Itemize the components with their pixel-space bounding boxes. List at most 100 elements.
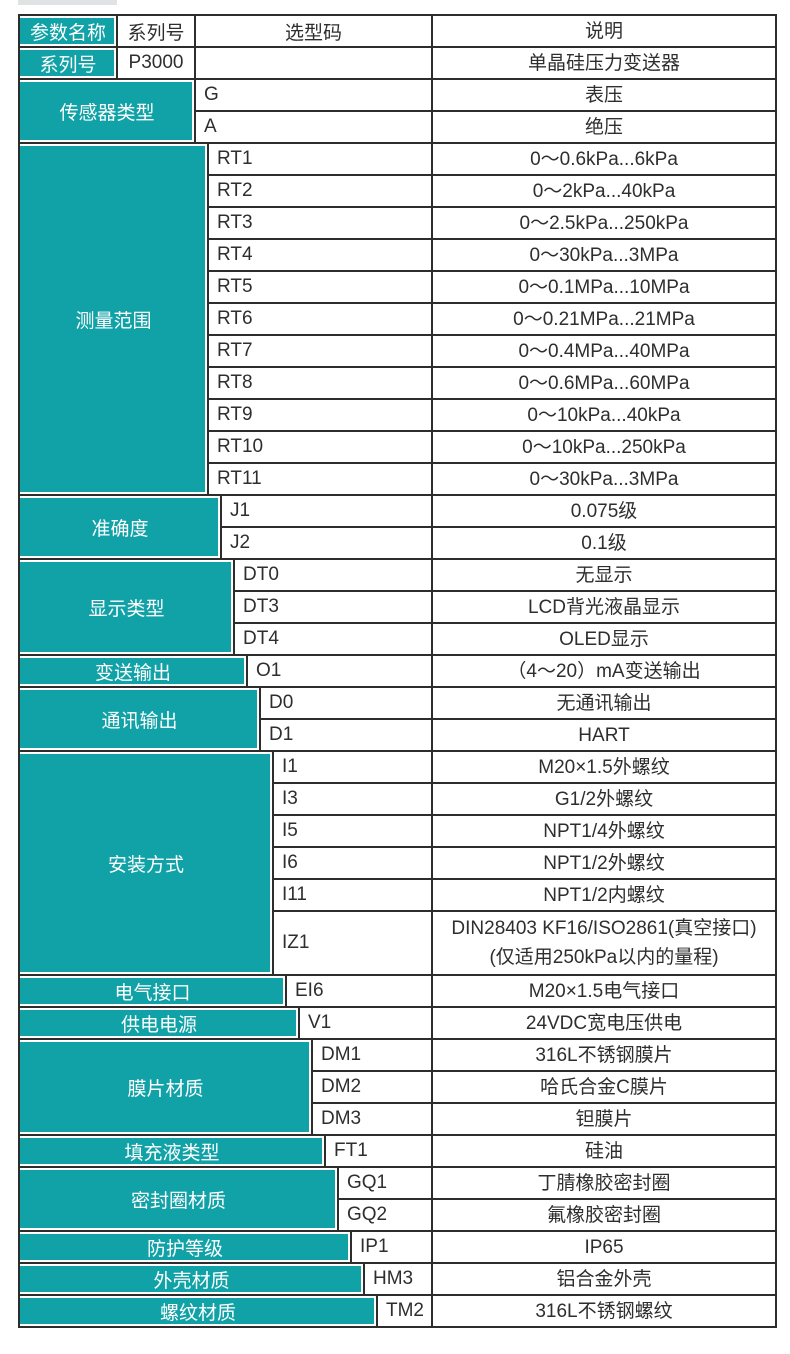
code-cell: DT3 [235,592,433,622]
param-name-cell: 防护等级 [20,1232,352,1264]
param-option-rows: DT0 无显示 DT3 LCD背光液晶显示 DT4 OLED显示 [235,560,775,656]
code-cell: J1 [222,496,433,526]
desc-cell: 硅油 [433,1136,775,1166]
desc-cell: 0～0.6kPa...6kPa [433,144,775,174]
code-cell: DM2 [313,1072,433,1102]
selection-table: 参数名称 系列号 选型码 说明 系列号 P3000 单晶硅压力变送器 传感器类型… [18,14,777,1328]
desc-line: M20×1.5外螺纹 [538,756,670,778]
desc-cell: G1/2外螺纹 [433,784,775,814]
option-row: RT6 0～0.21MPa...21MPa [209,304,775,336]
series-cells: P3000 单晶硅压力变送器 [118,48,775,80]
desc-line: 表压 [584,84,623,106]
desc-cell: 316L不锈钢膜片 [433,1040,775,1070]
code-cell: G [196,80,433,110]
code-cell: RT11 [209,464,433,494]
series-subrow: P3000 单晶硅压力变送器 [118,48,775,80]
code-cell: I11 [274,880,433,910]
desc-line: LCD背光液晶显示 [527,596,680,618]
desc-line: 0.075级 [570,500,638,522]
option-row: HM3 铝合金外壳 [365,1264,775,1296]
param-group: 螺纹材质 TM2 316L不锈钢螺纹 [20,1296,775,1328]
option-row: I5 NPT1/4外螺纹 [274,816,775,848]
desc-cell: （4～20）mA变送输出 [433,656,775,686]
option-row: I1 M20×1.5外螺纹 [274,752,775,784]
desc-cell: NPT1/4外螺纹 [433,816,775,846]
code-cell: RT9 [209,400,433,430]
param-group: 安装方式 I1 M20×1.5外螺纹 I3 G1/2外螺纹 I5 NPT1/4外螺纹 I6 NP… [20,752,775,976]
param-group: 测量范围 RT1 0～0.6kPa...6kPa RT2 0～2kPa...40kPa R… [20,144,775,496]
desc-line: 316L不锈钢螺纹 [535,1300,673,1322]
desc-cell: M20×1.5电气接口 [433,976,775,1006]
param-option-rows: J1 0.075级 J2 0.1级 [222,496,775,560]
desc-cell: 0～10kPa...250kPa [433,432,775,462]
option-row: IZ1 DIN28403 KF16/ISO2861(真空接口) (仅适用250kPa… [274,912,775,976]
param-group: 传感器类型 G 表压 A 绝压 [20,80,775,144]
param-name-cell: 变送输出 [20,656,248,688]
code-cell: DT0 [235,560,433,590]
param-group: 防护等级 IP1 IP65 [20,1232,775,1264]
desc-line: 丁腈橡胶密封圈 [537,1172,671,1194]
param-name-cell: 传感器类型 [20,80,196,144]
code-cell: D1 [261,720,433,750]
desc-line: 0～10kPa...40kPa [527,404,681,426]
code-cell: I6 [274,848,433,878]
param-name-cell: 密封圈材质 [20,1168,339,1232]
option-row: I11 NPT1/2内螺纹 [274,880,775,912]
option-row: EI6 M20×1.5电气接口 [287,976,775,1008]
code-cell: FT1 [326,1136,433,1166]
desc-line: 0～2kPa...40kPa [532,180,676,202]
header-row: 参数名称 系列号 选型码 说明 [20,16,775,48]
option-row: D1 HART [261,720,775,752]
desc-line: G1/2外螺纹 [554,788,654,810]
desc-cell: 哈氏合金C膜片 [433,1072,775,1102]
desc-line: M20×1.5电气接口 [528,980,680,1002]
option-row: RT8 0～0.6MPa...60MPa [209,368,775,400]
desc-line: OLED显示 [559,628,649,650]
code-cell: DT4 [235,624,433,654]
desc-cell: 0～2.5kPa...250kPa [433,208,775,238]
code-cell: RT1 [209,144,433,174]
code-cell: DM1 [313,1040,433,1070]
desc-cell: 0～0.4MPa...40MPa [433,336,775,366]
option-row: DM2 哈氏合金C膜片 [313,1072,775,1104]
desc-line: 钽膜片 [575,1108,633,1130]
series-name-cell: 系列号 [20,48,118,80]
desc-line: 0～0.4MPa...40MPa [518,340,690,362]
desc-cell: HART [433,720,775,750]
desc-cell: 无通讯输出 [433,688,775,718]
code-cell: I5 [274,816,433,846]
desc-line: 哈氏合金C膜片 [540,1076,668,1098]
desc-line: NPT1/2内螺纹 [543,884,665,906]
option-row: GQ2 氟橡胶密封圈 [339,1200,775,1232]
param-group: 膜片材质 DM1 316L不锈钢膜片 DM2 哈氏合金C膜片 DM3 钽膜片 [20,1040,775,1136]
desc-line: 绝压 [584,116,623,138]
option-row: O1 （4～20）mA变送输出 [248,656,775,688]
code-cell: IP1 [352,1232,433,1262]
option-row: RT1 0～0.6kPa...6kPa [209,144,775,176]
header-desc-label: 说明 [584,20,623,42]
param-option-rows: V1 24VDC宽电压供电 [300,1008,775,1040]
series-desc-cell: 单晶硅压力变送器 [527,52,680,74]
code-cell: HM3 [365,1264,433,1294]
option-row: DT4 OLED显示 [235,624,775,656]
desc-cell: 0～0.6MPa...60MPa [433,368,775,398]
code-cell: J2 [222,528,433,558]
option-row: V1 24VDC宽电压供电 [300,1008,775,1040]
desc-cell: NPT1/2外螺纹 [433,848,775,878]
desc-line: IP65 [584,1236,624,1258]
param-option-rows: RT1 0～0.6kPa...6kPa RT2 0～2kPa...40kPa RT3 0～… [209,144,775,496]
option-row: RT10 0～10kPa...250kPa [209,432,775,464]
param-name-cell: 电气接口 [20,976,287,1008]
param-name-cell: 供电电源 [20,1008,300,1040]
desc-cell: 钽膜片 [433,1104,775,1134]
param-name-cell: 外壳材质 [20,1264,365,1296]
option-row: IP1 IP65 [352,1232,775,1264]
desc-line: 0.1级 [581,532,627,554]
code-cell: RT8 [209,368,433,398]
param-group: 显示类型 DT0 无显示 DT3 LCD背光液晶显示 DT4 OLED显示 [20,560,775,656]
option-row: RT11 0～30kPa...3MPa [209,464,775,496]
desc-line: 24VDC宽电压供电 [525,1012,683,1034]
option-row: RT4 0～30kPa...3MPa [209,240,775,272]
desc-cell: 0～0.21MPa...21MPa [433,304,775,334]
code-cell: I3 [274,784,433,814]
